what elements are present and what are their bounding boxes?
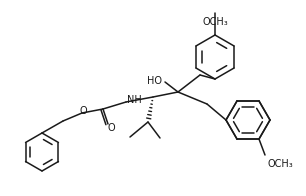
Text: OCH₃: OCH₃ [202, 17, 228, 27]
Text: HO: HO [147, 76, 162, 86]
Text: OCH₃: OCH₃ [268, 159, 294, 169]
Text: O: O [79, 106, 87, 116]
Text: NH: NH [127, 95, 142, 105]
Text: O: O [107, 123, 115, 133]
